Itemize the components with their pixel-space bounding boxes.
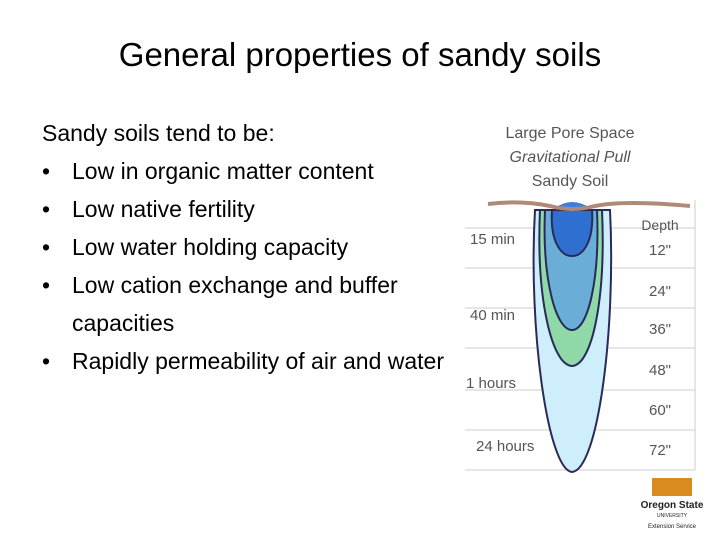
time-label: 15 min — [470, 231, 515, 248]
depth-label: 48" — [649, 362, 671, 379]
diagram-title: Large Pore Space — [506, 125, 635, 142]
logo-name: Oregon State — [641, 500, 704, 511]
bullet: Low water holding capacity — [42, 228, 462, 266]
depth-label: 72" — [649, 442, 671, 459]
bullet: Low cation exchange and buffer capacitie… — [42, 266, 462, 342]
body-text: Sandy soils tend to be: Low in organic m… — [42, 114, 462, 380]
bullet: Low native fertility — [42, 190, 462, 228]
bullet: Rapidly permeability of air and water — [42, 342, 462, 380]
depth-label: 36" — [649, 321, 671, 338]
time-label: 40 min — [470, 307, 515, 324]
depth-header: Depth — [641, 217, 678, 233]
depth-label: 12" — [649, 242, 671, 259]
logo-unit: Extension Service — [648, 524, 697, 530]
bullet-list: Low in organic matter content Low native… — [42, 152, 462, 380]
logo-mark — [652, 478, 692, 496]
slide-title: General properties of sandy soils — [118, 36, 602, 73]
depth-label: 24" — [649, 283, 671, 300]
time-label: 24 hours — [476, 438, 534, 455]
depth-label: 60" — [649, 402, 671, 419]
plume-15min — [550, 209, 594, 258]
water-dome — [555, 202, 590, 208]
logo-sub: UNIVERSITY — [657, 513, 688, 519]
bullet: Low in organic matter content — [42, 152, 462, 190]
time-label: 1 hours — [466, 375, 516, 392]
soil-surface — [487, 200, 691, 211]
diagram-title: Sandy Soil — [532, 173, 609, 190]
intro: Sandy soils tend to be: — [42, 120, 275, 146]
diagram-title: Gravitational Pull — [510, 149, 631, 166]
